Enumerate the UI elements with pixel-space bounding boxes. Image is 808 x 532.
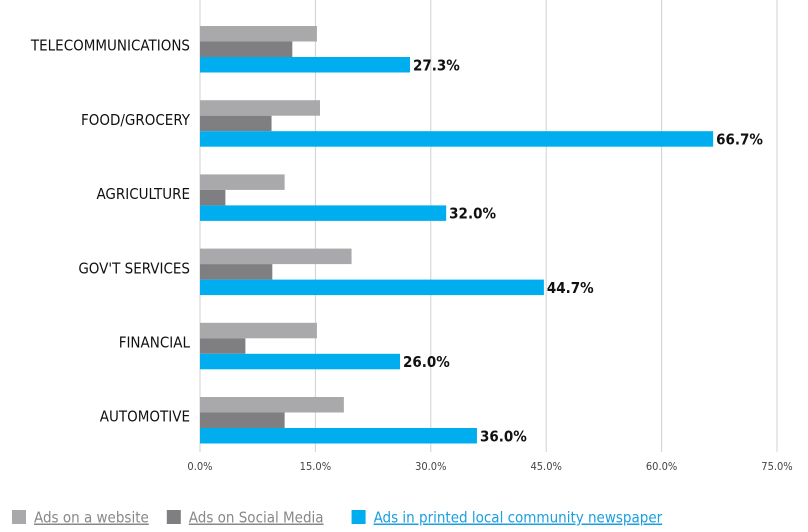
bar	[200, 397, 344, 413]
data-label: 32.0%	[449, 205, 496, 223]
category-label: GOV'T SERVICES	[78, 259, 190, 277]
bar	[200, 100, 321, 116]
x-tick-label: 45.0%	[530, 460, 561, 473]
category-label: TELECOMMUNICATIONS	[30, 37, 190, 55]
bar	[200, 205, 447, 221]
bar	[200, 26, 317, 42]
x-tick-label: 75.0%	[761, 460, 792, 473]
data-label: 66.7%	[716, 130, 763, 148]
legend-label: Ads on a website	[34, 509, 149, 527]
legend-swatch	[12, 510, 26, 524]
legend-label: Ads on Social Media	[189, 509, 324, 527]
bar	[200, 115, 272, 132]
bar	[200, 248, 352, 265]
bar	[200, 338, 246, 354]
category-label: AGRICULTURE	[96, 185, 190, 203]
category-label: AUTOMOTIVE	[100, 408, 190, 426]
data-label: 27.3%	[413, 56, 460, 74]
x-tick-label: 0.0%	[187, 460, 212, 473]
data-label: 36.0%	[480, 427, 527, 445]
bar	[200, 279, 544, 296]
bar	[200, 174, 285, 190]
bar	[200, 131, 714, 147]
bar	[200, 41, 293, 57]
category-label: FOOD/GROCERY	[81, 111, 191, 129]
category-label: FINANCIAL	[119, 333, 191, 351]
bar	[200, 428, 477, 444]
bar	[200, 322, 317, 339]
data-label: 26.0%	[403, 353, 450, 371]
bar	[200, 353, 401, 370]
bar	[200, 189, 226, 206]
data-label: 44.7%	[547, 279, 594, 297]
bar	[200, 264, 273, 280]
x-tick-label: 15.0%	[300, 460, 331, 473]
bar	[200, 412, 285, 428]
legend-label: Ads in printed local community newspaper	[374, 509, 663, 527]
bar	[200, 57, 411, 73]
x-tick-label: 30.0%	[415, 460, 446, 473]
legend-swatch	[166, 510, 181, 524]
legend-swatch	[351, 510, 366, 524]
x-tick-label: 60.0%	[646, 460, 677, 473]
